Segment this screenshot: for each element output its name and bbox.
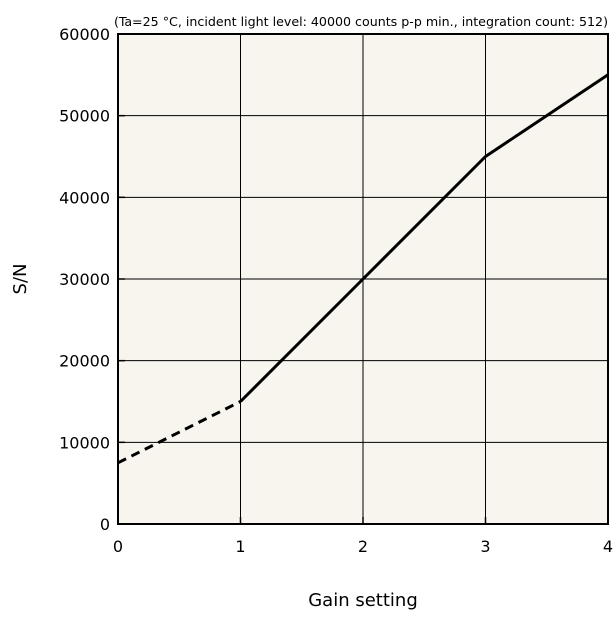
y-axis-title: S/N xyxy=(10,264,31,295)
conditions-note: (Ta=25 °C, incident light level: 40000 c… xyxy=(114,14,608,29)
y-tick-label: 60000 xyxy=(59,25,110,44)
x-tick-label: 2 xyxy=(358,537,368,556)
y-tick-label: 10000 xyxy=(59,433,110,452)
y-tick-label: 20000 xyxy=(59,352,110,371)
y-tick-label: 40000 xyxy=(59,188,110,207)
x-tick-label: 1 xyxy=(235,537,245,556)
x-tick-label: 3 xyxy=(480,537,490,556)
x-axis-title: Gain setting xyxy=(308,590,418,611)
y-tick-label: 30000 xyxy=(59,270,110,289)
y-tick-label: 0 xyxy=(100,515,110,534)
x-tick-label: 0 xyxy=(113,537,123,556)
x-tick-label: 4 xyxy=(603,537,613,556)
y-tick-label: 50000 xyxy=(59,107,110,126)
